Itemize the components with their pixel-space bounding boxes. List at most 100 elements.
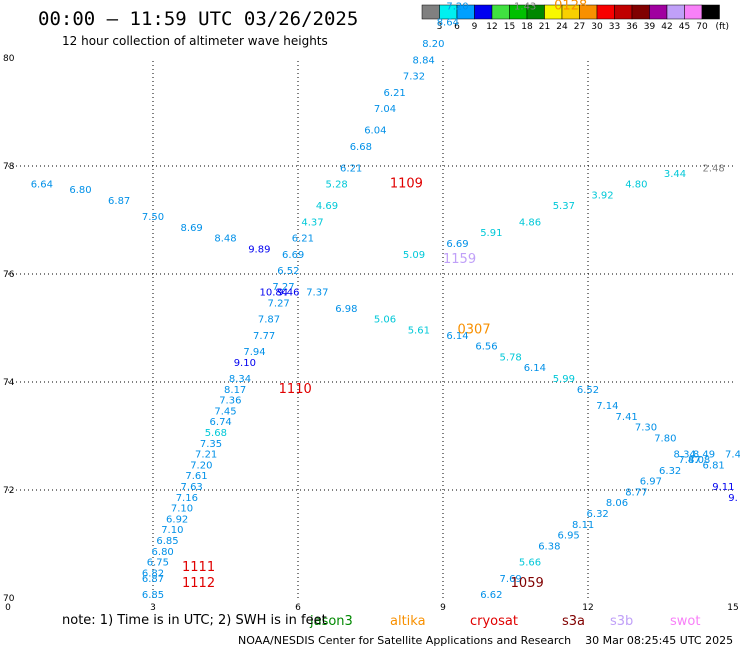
wave-height-value: 6.80 bbox=[69, 185, 91, 196]
wave-height-value: 6.21 bbox=[384, 88, 406, 99]
wave-height-value: 7.27 bbox=[268, 298, 290, 309]
wave-height-value: 6.81 bbox=[703, 460, 725, 471]
wave-height-value: 7.50 bbox=[142, 212, 164, 223]
wave-height-value: 7.94 bbox=[243, 347, 265, 358]
wave-height-value: 6.95 bbox=[558, 531, 580, 542]
wave-height-value: 2.48 bbox=[703, 163, 725, 174]
wave-height-value: 7.30 bbox=[635, 423, 657, 434]
wave-height-value: 8.08 bbox=[688, 455, 710, 466]
legend-swatch bbox=[491, 4, 510, 20]
wave-height-value: 6.14 bbox=[446, 331, 468, 342]
pass-time-label: 1111 bbox=[182, 560, 215, 575]
wave-height-value: 5.06 bbox=[374, 315, 396, 326]
satellite-legend-swot: swot bbox=[670, 614, 700, 629]
satellite-legend-s3b: s3b bbox=[610, 614, 633, 629]
legend-bin-label: 3 bbox=[437, 22, 443, 32]
legend-bin-label: 39 bbox=[644, 22, 656, 32]
wave-height-value: 6.69 bbox=[446, 239, 468, 250]
wave-height-value: 8.69 bbox=[181, 223, 203, 234]
wave-height-value: 6.21 bbox=[340, 163, 362, 174]
legend-unit-label: (ft) bbox=[716, 22, 730, 32]
wave-height-value: 10.84 bbox=[260, 288, 289, 299]
lat-tick-label: 74 bbox=[3, 378, 15, 388]
legend-bin-label: 18 bbox=[521, 22, 533, 32]
wave-height-value: 6.32 bbox=[587, 509, 609, 520]
legend-bin-label: 36 bbox=[626, 22, 638, 32]
legend-bin-label: 24 bbox=[556, 22, 568, 32]
legend-swatch bbox=[684, 4, 703, 20]
legend-bin-label: 12 bbox=[486, 22, 497, 32]
footer-credit: NOAA/NESDIS Center for Satellite Applica… bbox=[238, 634, 734, 647]
wave-height-value: 7.41 bbox=[616, 412, 638, 423]
wave-height-value: 6.97 bbox=[640, 477, 662, 488]
wave-height-value: 7.35 bbox=[200, 439, 222, 450]
lon-tick-label: 3 bbox=[150, 603, 156, 613]
wave-height-value: 6.75 bbox=[147, 558, 169, 569]
wave-height-value: 7.20 bbox=[446, 1, 468, 12]
wave-height-value: 7.69 bbox=[500, 574, 522, 585]
legend-bin-label: 27 bbox=[574, 22, 585, 32]
wave-height-value: 7.27 bbox=[272, 282, 294, 293]
wave-height-value: 7.32 bbox=[403, 72, 425, 83]
legend-bin-label: 45 bbox=[679, 22, 690, 32]
chart-subtitle: 12 hour collection of altimeter wave hei… bbox=[62, 34, 328, 48]
pass-time-label: 1110 bbox=[279, 382, 312, 397]
wave-height-value: 8.17 bbox=[224, 385, 246, 396]
wave-height-value: 8.49 bbox=[693, 450, 715, 461]
wave-height-value: 8.20 bbox=[422, 39, 444, 50]
lat-tick-label: 70 bbox=[3, 594, 15, 604]
wave-height-value: 5.09 bbox=[403, 250, 425, 261]
satellite-legend-altika: altika bbox=[390, 614, 426, 629]
wave-height-value: 3.44 bbox=[664, 169, 686, 180]
wave-height-value: 7.87 bbox=[258, 315, 280, 326]
wave-height-value: 7.10 bbox=[171, 504, 193, 515]
legend-swatch bbox=[614, 4, 633, 20]
wave-height-value: 7.14 bbox=[596, 401, 618, 412]
wave-height-value: 9. bbox=[728, 493, 738, 504]
wave-height-value: 6.80 bbox=[152, 547, 174, 558]
lon-tick-label: 0 bbox=[5, 603, 11, 613]
legend-swatch bbox=[701, 4, 720, 20]
legend-swatch bbox=[631, 4, 650, 20]
wave-height-value: 6.38 bbox=[538, 541, 560, 552]
wave-height-value: 6.21 bbox=[292, 234, 314, 245]
wave-height-value: 6.98 bbox=[335, 304, 357, 315]
wave-height-value: 6.62 bbox=[480, 590, 502, 601]
wave-height-value: 7.45 bbox=[214, 406, 236, 417]
wave-height-value: 6.64 bbox=[31, 180, 53, 191]
pass-time-label: 1059 bbox=[511, 576, 544, 591]
wave-height-value: 8.64 bbox=[437, 18, 459, 29]
lon-tick-label: 12 bbox=[582, 603, 593, 613]
lon-tick-label: 9 bbox=[440, 603, 446, 613]
wave-height-value: 7.47 bbox=[678, 455, 700, 466]
lat-tick-label: 78 bbox=[3, 162, 15, 172]
wave-height-value: 6.04 bbox=[364, 126, 386, 137]
wave-height-value: 4.37 bbox=[301, 217, 323, 228]
wave-height-value: 6.69 bbox=[282, 250, 304, 261]
wave-height-value: 6.87 bbox=[108, 196, 130, 207]
wave-height-value: 8.34 bbox=[229, 374, 251, 385]
wave-height-value: 5.78 bbox=[500, 352, 522, 363]
legend-bin-label: 42 bbox=[661, 22, 672, 32]
lon-tick-label: 15 bbox=[727, 603, 738, 613]
wave-height-value: 5.68 bbox=[205, 428, 227, 439]
wave-height-value: 5.61 bbox=[408, 325, 430, 336]
legend-bin-label: 6 bbox=[454, 22, 460, 32]
satellite-legend-cryosat: cryosat bbox=[470, 614, 518, 629]
wave-height-value: 8.34 bbox=[674, 450, 696, 461]
wave-height-value: 7.80 bbox=[654, 433, 676, 444]
wave-height-value: 7.77 bbox=[253, 331, 275, 342]
wave-height-value: 4.69 bbox=[316, 201, 338, 212]
wave-height-value: 5.91 bbox=[480, 228, 502, 239]
wave-height-value: 7.4 bbox=[725, 450, 740, 461]
satellite-legend-jason3: jason3 bbox=[309, 614, 353, 629]
pass-time-label: 1112 bbox=[182, 576, 215, 591]
wave-height-value: 5.66 bbox=[519, 558, 541, 569]
wave-height-value: 5.99 bbox=[553, 374, 575, 385]
wave-height-value: 6.82 bbox=[142, 568, 164, 579]
pass-time-label: 1159 bbox=[443, 252, 476, 267]
lat-tick-label: 76 bbox=[3, 270, 15, 280]
wave-height-value: 7.20 bbox=[190, 460, 212, 471]
wave-height-value: 6.74 bbox=[210, 417, 232, 428]
